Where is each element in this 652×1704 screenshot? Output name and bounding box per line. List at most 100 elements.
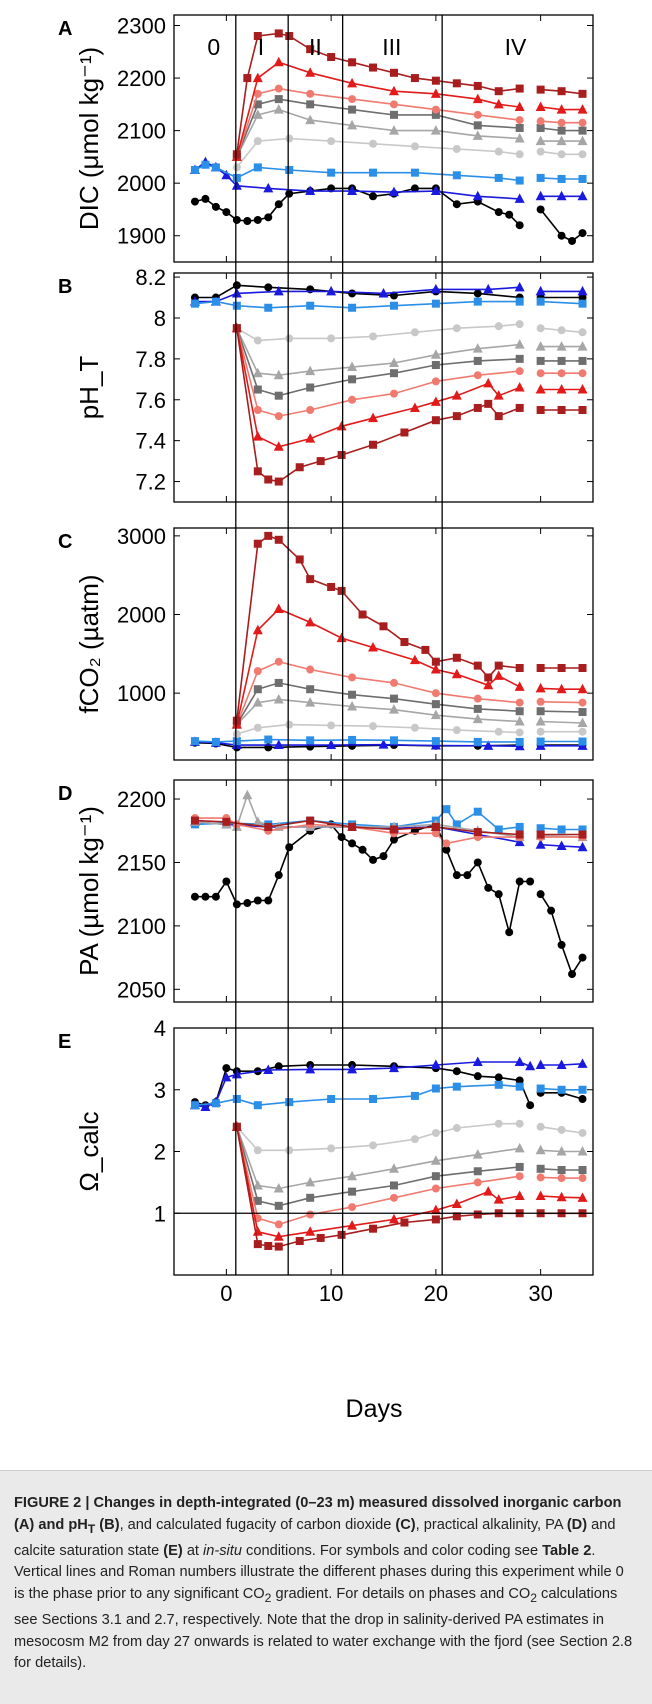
data-point	[264, 303, 273, 312]
data-point	[493, 98, 504, 109]
data-point	[221, 1071, 232, 1082]
data-point	[285, 166, 294, 175]
series-lightblue	[190, 1080, 587, 1110]
y-tick-label: 8.2	[135, 265, 166, 290]
data-point	[577, 341, 588, 351]
series-line	[540, 710, 583, 713]
data-point	[536, 205, 545, 214]
series-lightblue	[190, 160, 587, 185]
data-point	[306, 1210, 315, 1219]
data-point	[578, 825, 587, 834]
data-point	[515, 663, 524, 672]
data-point	[515, 123, 524, 132]
data-point	[536, 117, 545, 126]
data-point	[431, 110, 440, 119]
data-point	[452, 200, 461, 209]
data-point	[389, 100, 398, 109]
phase-label: III	[382, 34, 401, 60]
data-point	[494, 825, 503, 834]
data-point	[285, 720, 294, 729]
series-lightgray	[232, 320, 587, 345]
data-point	[190, 892, 199, 901]
data-point	[274, 535, 283, 544]
data-point	[578, 727, 587, 736]
data-point	[557, 174, 566, 183]
data-point	[368, 412, 379, 423]
series-line	[540, 720, 583, 724]
caption-table-ref: Table 2	[542, 1542, 592, 1559]
data-point	[494, 1119, 503, 1128]
data-point	[264, 735, 273, 744]
data-point	[473, 110, 482, 119]
data-point	[431, 416, 440, 425]
data-point	[327, 1144, 336, 1153]
data-point	[536, 663, 545, 672]
data-point	[578, 1095, 587, 1104]
data-point	[578, 293, 587, 302]
data-point	[578, 1128, 587, 1137]
caption-insitu: in-situ	[203, 1542, 242, 1559]
data-point	[264, 213, 273, 222]
data-point	[493, 1194, 504, 1204]
data-point	[409, 654, 420, 665]
data-point	[369, 1095, 378, 1104]
data-point	[264, 822, 273, 831]
data-point	[473, 694, 482, 703]
data-point	[452, 726, 461, 735]
series-line	[194, 823, 531, 933]
data-point	[400, 1218, 409, 1227]
panel-label: C	[58, 531, 72, 553]
data-point	[505, 210, 514, 219]
data-point	[431, 1184, 440, 1193]
data-point	[410, 1091, 419, 1100]
data-point	[369, 855, 378, 864]
y-tick-label: 7.6	[135, 388, 166, 413]
data-point	[348, 303, 357, 312]
data-point	[337, 586, 346, 595]
data-point	[430, 1059, 441, 1070]
data-point	[252, 431, 263, 441]
data-point	[557, 118, 566, 127]
data-point	[232, 301, 241, 310]
data-point	[578, 89, 587, 98]
data-point	[369, 139, 378, 148]
data-point	[306, 383, 315, 392]
data-point	[473, 371, 482, 380]
data-point	[274, 412, 283, 421]
data-point	[494, 890, 503, 899]
series-line	[540, 300, 583, 305]
caption-d: (D)	[566, 1516, 588, 1533]
data-point	[494, 412, 503, 421]
data-point	[347, 1170, 358, 1181]
y-axis-label: DIC (μmol kg⁻¹)	[74, 47, 104, 230]
series-darkgray	[232, 324, 587, 400]
data-point	[535, 384, 546, 394]
data-point	[253, 1196, 262, 1205]
data-point	[410, 168, 419, 177]
data-point	[231, 1068, 242, 1079]
data-point	[536, 1173, 545, 1182]
data-point	[190, 197, 199, 206]
data-point	[252, 624, 263, 635]
series-line	[236, 723, 520, 735]
data-point	[306, 736, 315, 745]
y-tick-label: 4	[154, 1016, 166, 1041]
data-point	[222, 1064, 231, 1073]
data-point	[473, 403, 482, 412]
series-lightgray	[232, 720, 587, 739]
data-point	[473, 737, 482, 746]
data-point	[452, 79, 461, 88]
data-point	[232, 163, 241, 172]
data-point	[389, 835, 398, 844]
data-point	[557, 356, 566, 365]
data-point	[514, 281, 525, 292]
series-black	[190, 1061, 587, 1110]
data-point	[306, 301, 315, 310]
data-point	[536, 85, 545, 94]
data-point	[347, 77, 358, 88]
data-point	[536, 356, 545, 365]
data-point	[369, 440, 378, 449]
data-point	[232, 281, 241, 290]
